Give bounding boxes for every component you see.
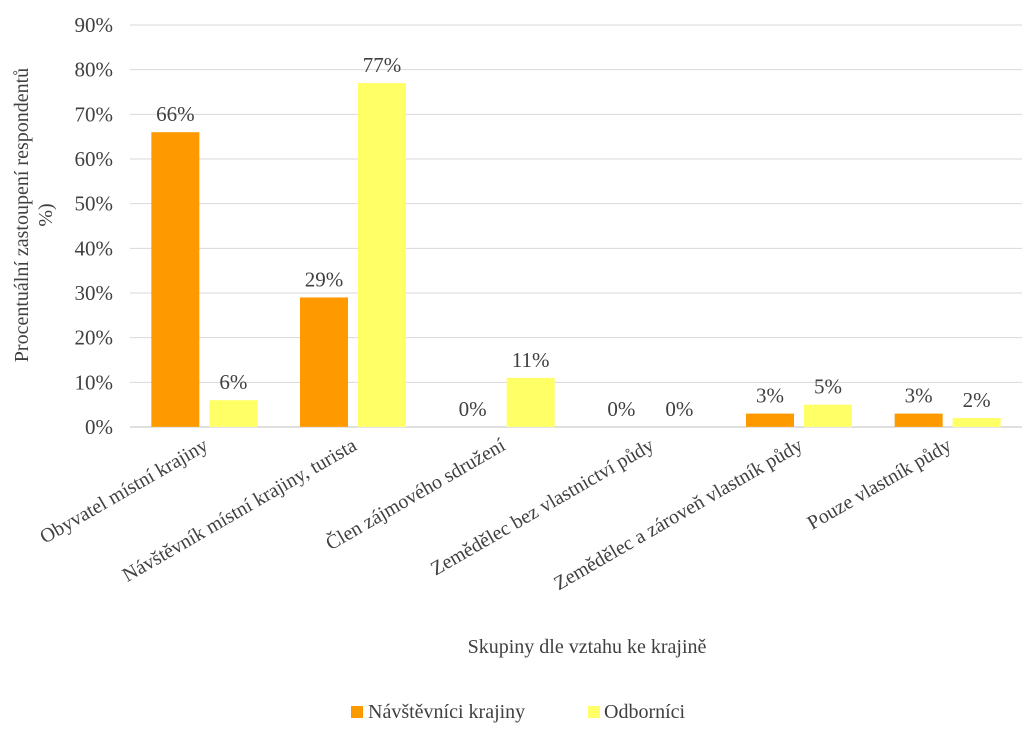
y-tick-label: 80%: [75, 58, 114, 82]
bar-visitors: [894, 413, 943, 427]
data-label: 3%: [905, 384, 933, 408]
data-label: 3%: [756, 384, 784, 408]
data-label: 0%: [665, 397, 693, 421]
y-tick-label: 40%: [75, 236, 114, 260]
bar-experts: [952, 418, 1001, 427]
data-label: 66%: [156, 102, 195, 126]
y-tick-label: 30%: [75, 281, 114, 305]
data-labels: 66% 6% 29% 77% 0% 11% 0% 0% 3% 5% 3% 2%: [156, 53, 991, 421]
y-tick-label: 60%: [75, 147, 114, 171]
legend-swatch-visitors: [351, 706, 363, 718]
x-category-label: Pouze vlastník půdy: [804, 434, 955, 534]
data-label: 77%: [363, 53, 402, 77]
x-category-label: Návštěvník místní krajiny, turista: [119, 434, 361, 586]
bar-visitors: [746, 413, 794, 427]
gridlines: [130, 24, 1022, 428]
bar-experts: [506, 377, 555, 427]
legend-swatch-experts: [588, 706, 600, 718]
data-label: 29%: [305, 267, 344, 291]
data-label: 11%: [512, 348, 550, 372]
y-tick-label: 50%: [75, 192, 114, 216]
bar-visitors: [300, 297, 348, 427]
data-label: 0%: [607, 397, 635, 421]
data-label: 0%: [459, 397, 487, 421]
legend-label-visitors: Návštěvníci krajiny: [368, 701, 525, 723]
legend-label-experts: Odborníci: [604, 701, 686, 723]
y-axis-ticks: 0% 10% 20% 30% 40% 50% 60% 70% 80% 90%: [75, 13, 114, 439]
legend: Návštěvníci krajiny Odborníci: [351, 701, 686, 723]
bars: [151, 83, 1001, 428]
y-axis-title-continuation: %): [35, 203, 57, 226]
data-label: 6%: [219, 370, 247, 394]
x-category-label: Zemědělec a zároveň vlastník půdy: [550, 434, 806, 595]
data-label: 5%: [814, 375, 842, 399]
y-axis-title: Procentuální zastoupení respondentů: [11, 68, 33, 362]
x-axis-title: Skupiny dle vztahu ke krajině: [468, 636, 707, 658]
y-tick-label: 0%: [85, 415, 113, 439]
y-tick-label: 70%: [75, 102, 114, 126]
data-label: 2%: [963, 388, 991, 412]
y-tick-label: 10%: [75, 370, 114, 394]
y-tick-label: 20%: [75, 326, 114, 350]
bar-visitors: [151, 132, 200, 427]
bar-experts: [358, 83, 406, 428]
bar-experts: [804, 404, 852, 427]
y-tick-label: 90%: [75, 13, 114, 37]
bar-experts: [209, 400, 258, 427]
